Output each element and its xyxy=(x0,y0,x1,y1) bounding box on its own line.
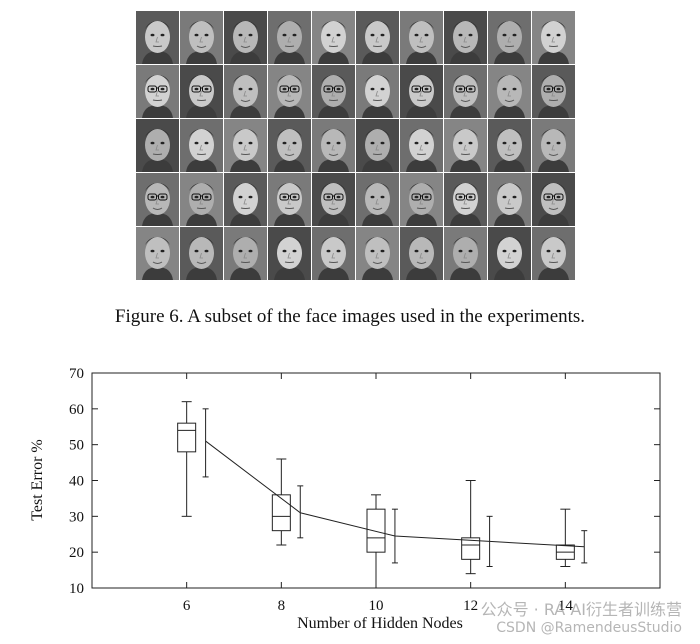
face-image xyxy=(400,227,443,280)
face-image xyxy=(488,173,531,226)
face-image xyxy=(136,65,179,118)
x-axis-label: Number of Hidden Nodes xyxy=(297,615,463,632)
face-image xyxy=(180,11,223,64)
face-image xyxy=(444,173,487,226)
axis-ticks: 10 20 30 40 50 60 70 6 8 10 12 14 xyxy=(69,366,660,614)
face-image xyxy=(400,11,443,64)
box-body xyxy=(461,537,481,560)
face-image xyxy=(180,173,223,226)
face-image xyxy=(400,173,443,226)
box-14 xyxy=(555,508,575,567)
error-bar-8.4 xyxy=(297,485,304,539)
face-image xyxy=(136,227,179,280)
face-image xyxy=(224,119,267,172)
face-image xyxy=(444,65,487,118)
y-axis-label: Test Error % xyxy=(29,439,46,521)
box-12 xyxy=(461,480,481,575)
face-image xyxy=(532,65,575,118)
face-image xyxy=(488,65,531,118)
face-image xyxy=(268,227,311,280)
box-6 xyxy=(177,401,197,517)
face-image xyxy=(312,65,355,118)
face-image xyxy=(224,65,267,118)
x-tick-label: 10 xyxy=(369,598,384,614)
x-tick-label: 12 xyxy=(463,598,478,614)
box-10 xyxy=(366,494,386,589)
face-image xyxy=(268,173,311,226)
x-tick-label: 8 xyxy=(278,598,286,614)
face-image xyxy=(224,227,267,280)
face-image xyxy=(136,11,179,64)
x-tick-label: 6 xyxy=(183,598,191,614)
face-image xyxy=(400,119,443,172)
plot-marks xyxy=(177,401,588,589)
y-tick-label: 10 xyxy=(69,581,84,597)
face-image xyxy=(488,227,531,280)
watermark-line-1: 公众号 · RA AI衍生者训练营 xyxy=(480,600,682,619)
x-tick-label: 14 xyxy=(558,598,574,614)
figure-caption: Figure 6. A subset of the face images us… xyxy=(114,306,586,327)
face-image xyxy=(356,119,399,172)
face-image xyxy=(488,119,531,172)
box-8 xyxy=(271,458,291,546)
error-bar-14.4 xyxy=(581,530,588,564)
test-error-boxplot: 10 20 30 40 50 60 70 6 8 10 12 14 Number of Hidden … xyxy=(29,366,661,632)
error-bar-12.4 xyxy=(486,515,493,567)
face-image xyxy=(224,173,267,226)
box-body xyxy=(366,508,386,553)
face-image xyxy=(180,227,223,280)
face-image xyxy=(488,11,531,64)
face-image xyxy=(400,65,443,118)
face-image xyxy=(312,173,355,226)
face-image xyxy=(532,11,575,64)
face-image xyxy=(532,119,575,172)
y-tick-label: 70 xyxy=(69,366,84,382)
y-tick-label: 20 xyxy=(69,545,84,561)
face-image xyxy=(356,65,399,118)
face-image xyxy=(136,119,179,172)
face-image xyxy=(356,173,399,226)
face-image xyxy=(356,227,399,280)
watermark: 公众号 · RA AI衍生者训练营 CSDN @RamendeusStudio xyxy=(481,596,682,636)
face-image xyxy=(312,11,355,64)
face-image xyxy=(180,65,223,118)
error-bar-10.4 xyxy=(391,508,398,564)
face-image xyxy=(312,119,355,172)
box-body xyxy=(271,494,291,532)
face-image xyxy=(312,227,355,280)
face-image xyxy=(444,119,487,172)
face-image xyxy=(532,173,575,226)
y-tick-label: 40 xyxy=(69,474,84,490)
face-image xyxy=(268,11,311,64)
face-image xyxy=(268,65,311,118)
face-image-grid xyxy=(136,11,576,281)
watermark-line-2: CSDN @RamendeusStudio xyxy=(496,620,682,636)
face-image xyxy=(444,11,487,64)
face-image xyxy=(224,11,267,64)
box-body xyxy=(177,422,197,453)
y-tick-label: 30 xyxy=(69,509,84,525)
face-image xyxy=(444,227,487,280)
face-image xyxy=(356,11,399,64)
face-image xyxy=(136,173,179,226)
face-image xyxy=(180,119,223,172)
error-bar-6.4 xyxy=(202,408,209,478)
face-image xyxy=(532,227,575,280)
y-tick-label: 50 xyxy=(69,438,84,454)
y-tick-label: 60 xyxy=(69,402,84,418)
face-image xyxy=(268,119,311,172)
